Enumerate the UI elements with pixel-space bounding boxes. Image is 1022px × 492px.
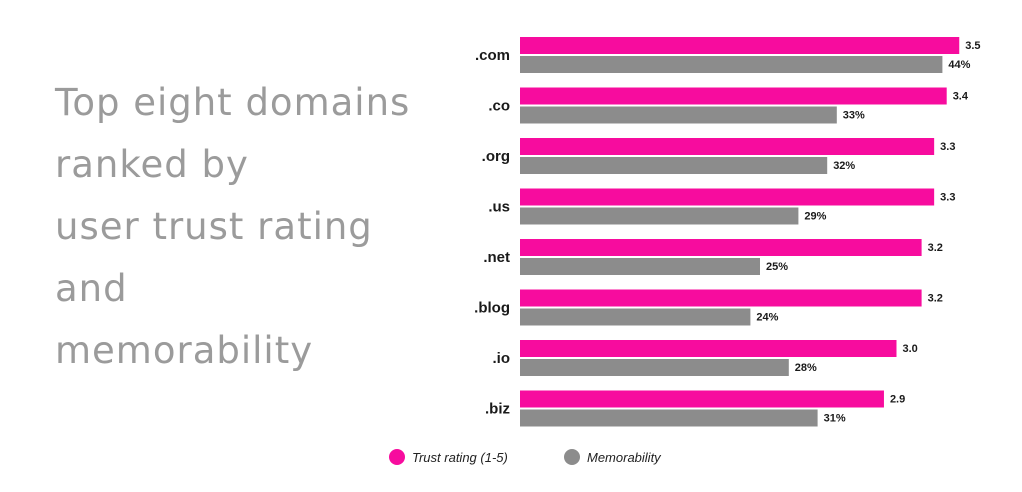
memorability-value-label: 33% <box>843 110 865 122</box>
trust-value-label: 2.9 <box>890 394 905 406</box>
legend-swatch-trust <box>389 449 405 465</box>
trust-value-label: 3.2 <box>928 293 943 305</box>
trust-value-label: 3.0 <box>903 343 918 355</box>
title-line: user trust rating <box>55 205 373 248</box>
memorability-bar <box>520 106 837 124</box>
memorability-bar <box>520 56 943 73</box>
memorability-bar <box>520 207 799 225</box>
category-label: .com <box>475 47 510 64</box>
memorability-value-label: 32% <box>833 160 855 172</box>
trust-value-label: 3.4 <box>953 91 969 103</box>
memorability-bar <box>520 157 828 174</box>
memorability-value-label: 25% <box>766 261 788 273</box>
category-label: .org <box>482 148 510 165</box>
trust-bar <box>520 239 922 256</box>
trust-bar <box>520 390 884 408</box>
category-label: .us <box>488 199 510 216</box>
legend: Trust rating (1-5) Memorability <box>389 449 662 465</box>
category-label: .net <box>483 249 510 266</box>
trust-bar <box>520 87 947 105</box>
memorability-value-label: 31% <box>824 413 846 425</box>
title-line: and <box>55 267 128 310</box>
title-line: memorability <box>55 329 314 372</box>
legend-label-trust: Trust rating (1-5) <box>412 450 508 465</box>
legend-label-memorability: Memorability <box>587 450 662 465</box>
category-label: .biz <box>485 401 510 418</box>
category-label: .io <box>493 350 511 367</box>
memorability-value-label: 24% <box>756 312 778 324</box>
trust-bar <box>520 289 922 307</box>
memorability-bar <box>520 359 789 376</box>
memorability-bar <box>520 258 760 275</box>
memorability-value-label: 44% <box>948 59 970 71</box>
trust-value-label: 3.3 <box>940 192 955 204</box>
trust-bar <box>520 138 935 155</box>
trust-bar <box>520 188 935 206</box>
legend-swatch-memorability <box>564 449 580 465</box>
category-label: .co <box>488 98 510 115</box>
trust-bar <box>520 340 897 357</box>
title-line: ranked by <box>55 143 249 186</box>
category-label: .blog <box>474 300 510 317</box>
trust-bar <box>520 37 960 54</box>
memorability-value-label: 28% <box>795 362 817 374</box>
memorability-bar <box>520 308 751 326</box>
memorability-value-label: 29% <box>804 211 826 223</box>
bars-group: .com 3.5 44% .co 3.4 33% .org 3.3 32% .us 3.3 29% .n… <box>474 37 981 427</box>
memorability-bar <box>520 409 818 427</box>
trust-value-label: 3.3 <box>940 141 955 153</box>
trust-value-label: 3.5 <box>965 40 980 52</box>
trust-value-label: 3.2 <box>928 242 943 254</box>
chart-title: Top eight domains ranked by user trust r… <box>55 72 455 382</box>
title-line: Top eight domains <box>55 81 411 124</box>
